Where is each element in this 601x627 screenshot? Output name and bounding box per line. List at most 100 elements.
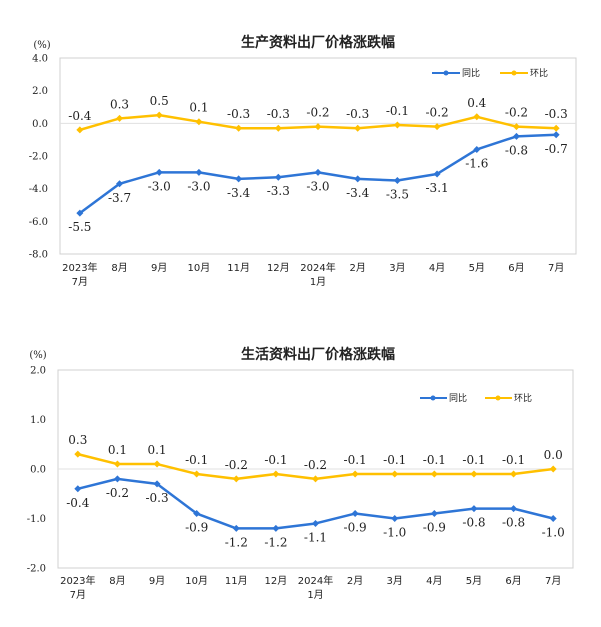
data-label: -0.8 xyxy=(462,516,485,530)
x-tick-label: 7月 xyxy=(548,262,564,274)
legend-label-mom: 环比 xyxy=(530,67,548,79)
data-label: -1.0 xyxy=(383,526,406,540)
y-tick-label: 2.0 xyxy=(30,366,46,377)
y-tick-label: -1.0 xyxy=(27,514,46,525)
legend-label-yoy: 同比 xyxy=(462,67,480,79)
data-label: 0.0 xyxy=(544,448,563,462)
data-point xyxy=(312,519,319,527)
data-label: -0.9 xyxy=(344,521,367,535)
data-point xyxy=(314,168,322,176)
data-label: -3.7 xyxy=(108,191,131,205)
data-point xyxy=(312,475,319,483)
data-point xyxy=(512,123,520,131)
x-tick-label: 10月 xyxy=(188,262,211,274)
x-tick-label: 6月 xyxy=(505,575,521,587)
data-label: -0.3 xyxy=(267,107,290,121)
data-point xyxy=(473,145,481,153)
data-label: 0.1 xyxy=(147,443,166,457)
y-tick-label: 0.0 xyxy=(30,465,46,476)
data-label: -0.2 xyxy=(306,106,329,120)
data-label: -0.1 xyxy=(264,453,287,467)
data-label: -0.4 xyxy=(66,496,90,510)
x-tick-label: 2024年 xyxy=(300,261,335,274)
x-tick-label: 1月 xyxy=(307,589,323,601)
data-label: -0.3 xyxy=(227,107,250,121)
data-point xyxy=(393,177,401,184)
data-label: -0.1 xyxy=(185,453,208,467)
x-tick-label: 9月 xyxy=(151,262,167,274)
y-axis-unit: (%) xyxy=(29,350,46,361)
data-label: -3.0 xyxy=(148,179,171,193)
legend: 同比 环比 xyxy=(420,392,532,404)
data-point xyxy=(153,460,161,468)
data-label: -0.2 xyxy=(304,458,327,472)
data-point xyxy=(232,475,240,483)
data-point xyxy=(552,124,560,132)
data-label: -0.2 xyxy=(225,458,248,472)
y-tick-label: -2.0 xyxy=(29,152,48,163)
data-label: -3.0 xyxy=(187,179,210,193)
data-point xyxy=(470,505,478,513)
data-point xyxy=(116,114,124,122)
data-point xyxy=(274,173,282,181)
data-point xyxy=(116,180,124,188)
y-tick-label: -6.0 xyxy=(29,217,48,228)
y-tick-label: -4.0 xyxy=(29,184,48,195)
data-label: -0.8 xyxy=(505,143,528,157)
data-point xyxy=(235,124,243,132)
y-axis-unit: (%) xyxy=(33,40,50,51)
x-tick-label: 4月 xyxy=(429,262,445,274)
data-label: -1.0 xyxy=(542,526,565,540)
data-point xyxy=(195,168,203,176)
data-label: -0.1 xyxy=(344,453,367,467)
legend-marker-yoy xyxy=(430,395,436,401)
data-point xyxy=(393,121,401,129)
chart-production-materials: 生产资料出厂价格涨跌幅 (%) 4.0 2.0 0.0 -2.0 -4.0 -6.0 -8.… xyxy=(29,34,577,288)
data-point xyxy=(155,168,163,176)
data-label: -0.4 xyxy=(68,109,92,123)
x-tick-label: 4月 xyxy=(426,575,442,587)
x-tick-label: 2023年 xyxy=(62,261,97,274)
data-point xyxy=(351,470,359,478)
x-tick-label: 7月 xyxy=(545,575,561,587)
data-label: -0.1 xyxy=(383,453,406,467)
data-label: -3.3 xyxy=(267,184,290,198)
x-tick-label: 3月 xyxy=(387,575,403,587)
data-label: -3.1 xyxy=(426,181,449,195)
data-label: 0.3 xyxy=(110,97,129,111)
chart-title: 生产资料出厂价格涨跌幅 xyxy=(241,34,395,51)
plot-area-frame xyxy=(59,57,577,255)
data-label: -3.5 xyxy=(386,188,409,202)
data-point xyxy=(74,485,82,493)
legend-marker-mom xyxy=(495,395,501,401)
data-label: 0.4 xyxy=(467,96,486,110)
data-label: -0.2 xyxy=(106,486,129,500)
data-label: 0.1 xyxy=(189,101,208,115)
x-tick-label: 9月 xyxy=(149,575,165,587)
data-label: 0.1 xyxy=(108,443,127,457)
y-tick-label: 1.0 xyxy=(30,415,46,426)
data-point xyxy=(153,480,161,488)
data-point xyxy=(351,510,359,518)
legend-label-yoy: 同比 xyxy=(449,392,467,404)
x-tick-label: 2023年 xyxy=(60,574,95,587)
x-tick-label: 6月 xyxy=(508,262,524,274)
x-tick-label: 8月 xyxy=(111,262,127,274)
x-tick-label: 11月 xyxy=(227,262,250,274)
data-point xyxy=(193,510,201,518)
y-tick-label: 0.0 xyxy=(32,119,48,130)
data-point xyxy=(272,524,280,532)
data-label: -0.8 xyxy=(502,516,525,530)
data-label: -0.1 xyxy=(386,104,409,118)
data-point xyxy=(113,460,121,468)
data-point xyxy=(430,510,438,518)
data-label: -0.2 xyxy=(426,106,449,120)
data-point xyxy=(470,470,478,478)
data-label: -1.1 xyxy=(304,530,327,544)
data-point xyxy=(510,505,518,513)
x-tick-label: 1月 xyxy=(310,276,326,288)
data-point xyxy=(354,124,362,132)
data-point xyxy=(195,118,203,126)
data-point xyxy=(391,515,399,522)
data-label: -0.9 xyxy=(423,521,446,535)
